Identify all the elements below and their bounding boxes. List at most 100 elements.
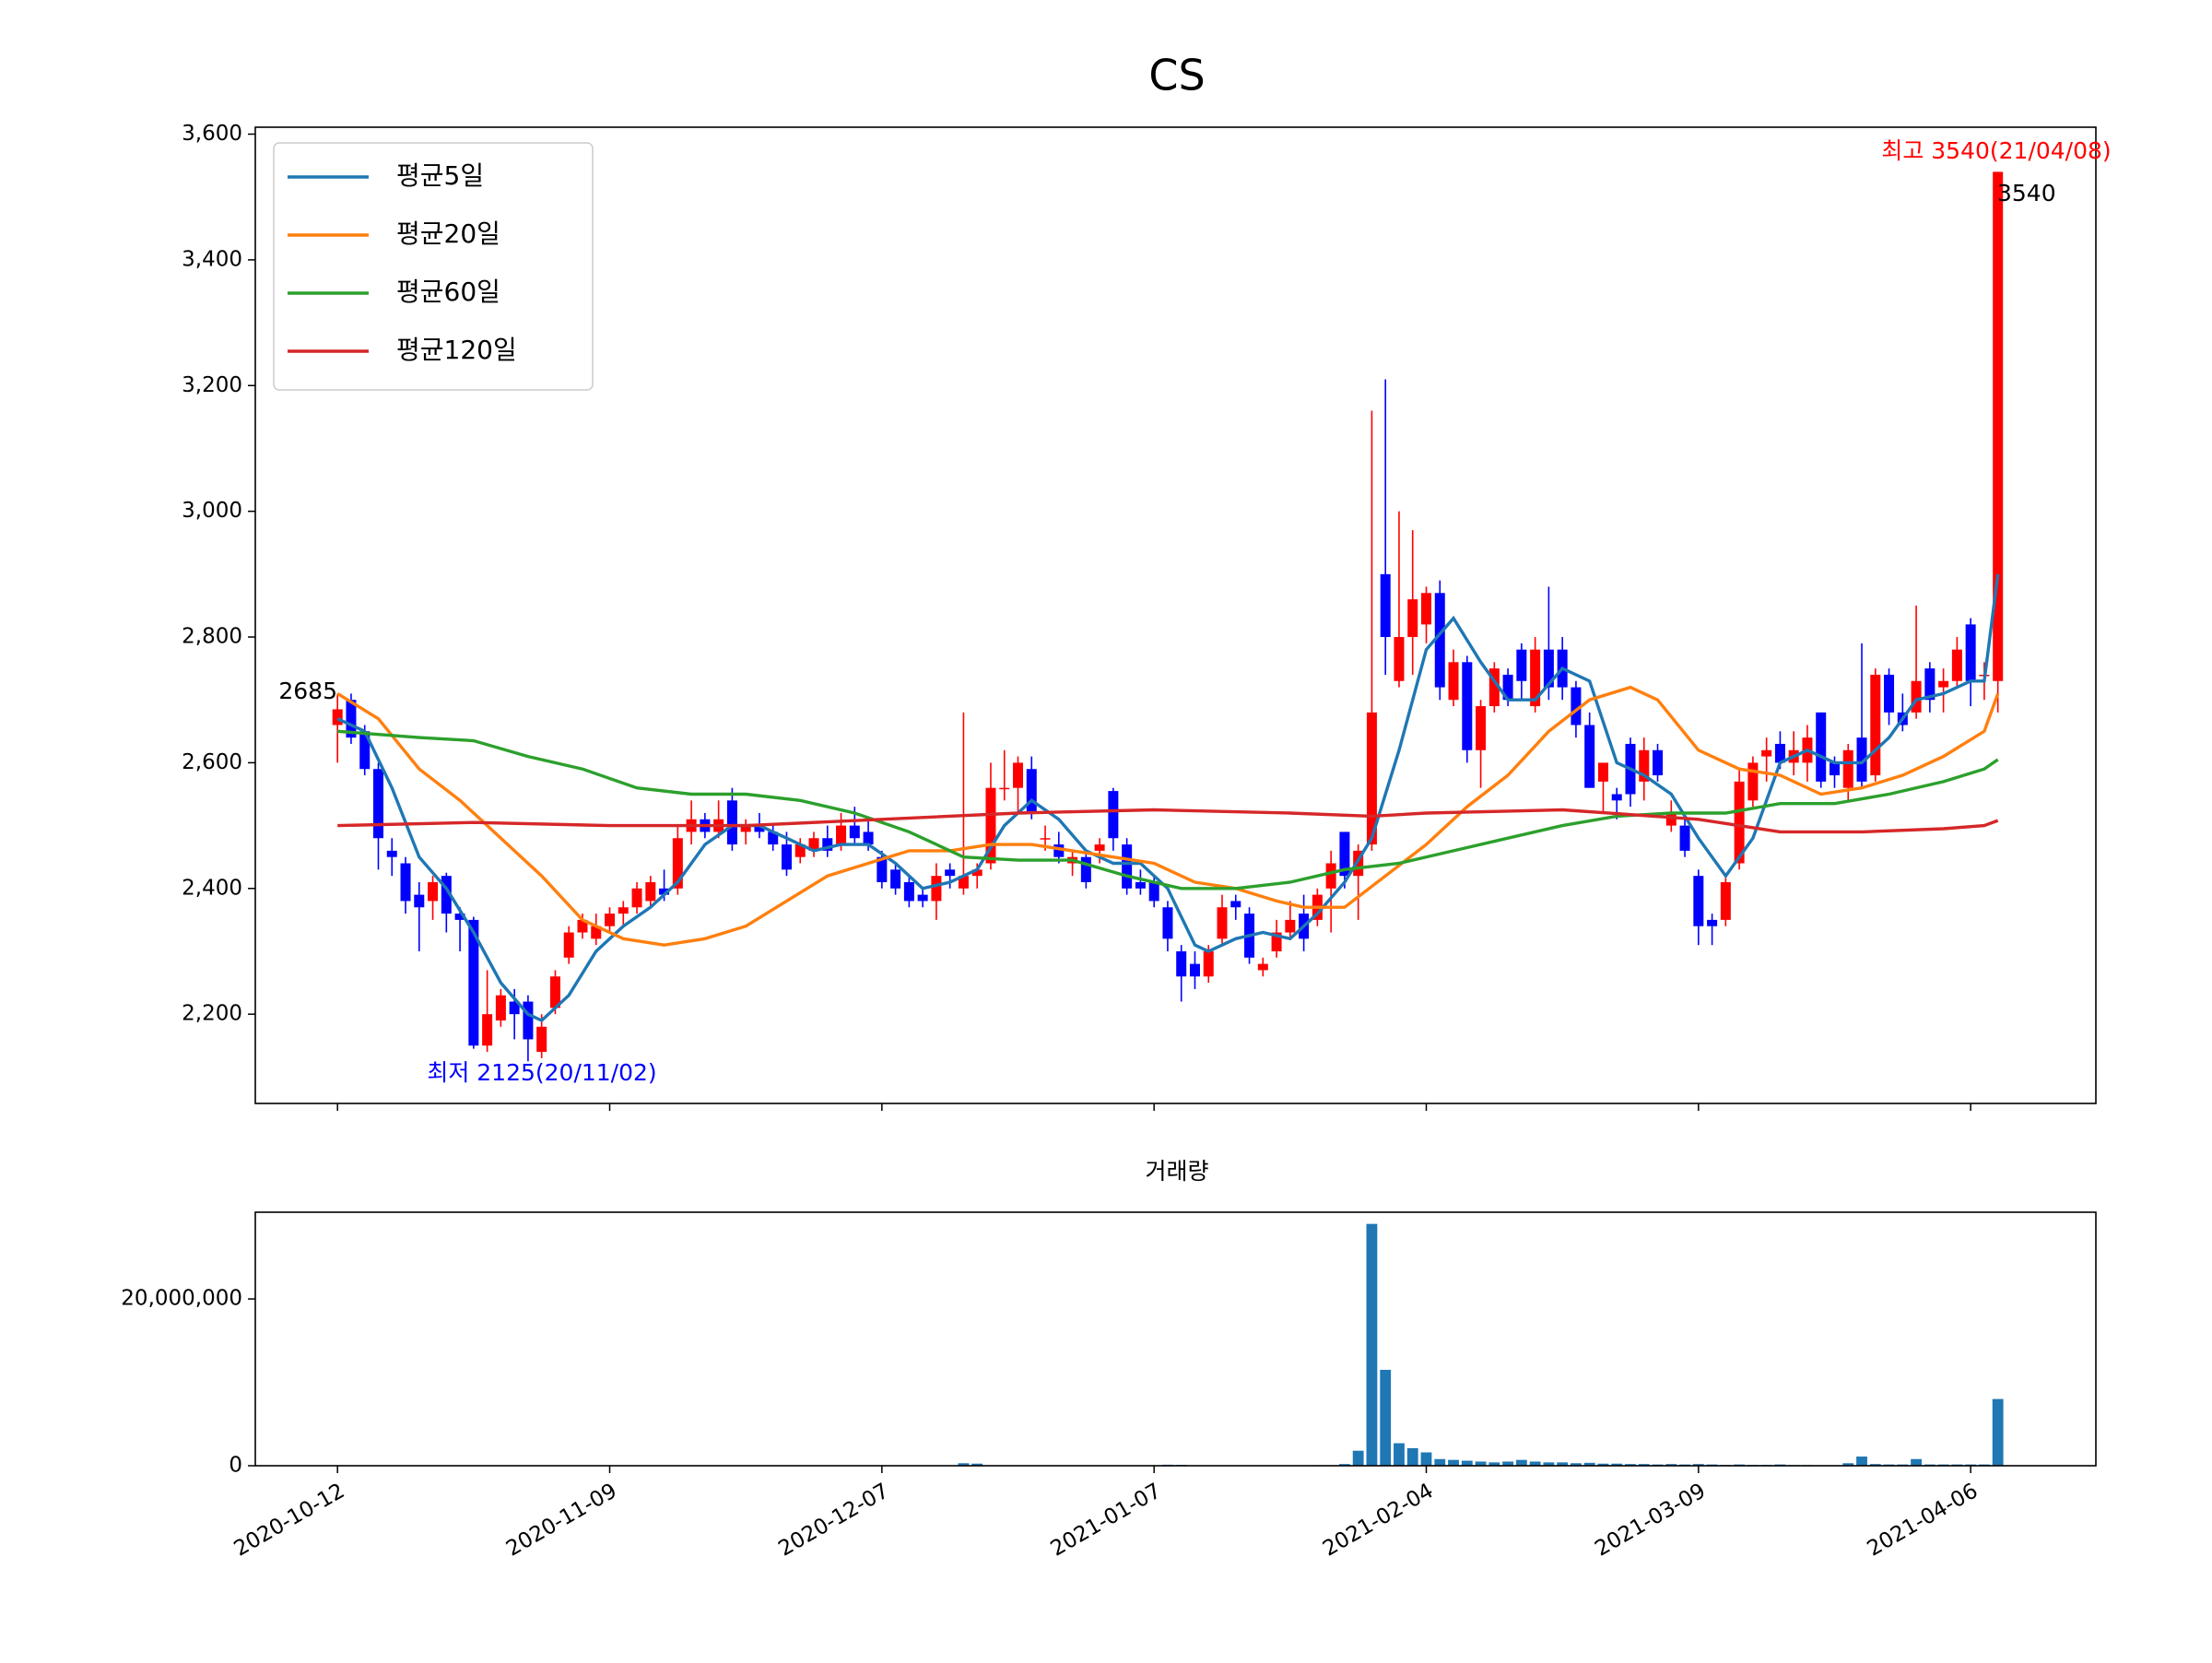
candle-body — [1258, 964, 1268, 971]
y-tick-label: 0 — [229, 1454, 242, 1478]
y-tick-label: 2,200 — [182, 1002, 242, 1026]
max-value-label: 3540 — [1997, 180, 2056, 206]
candle-body — [1693, 876, 1703, 926]
candle-body — [536, 1027, 547, 1052]
candle-body — [1095, 844, 1105, 851]
candle-body — [1721, 882, 1731, 920]
candle-body — [1870, 675, 1880, 775]
candle-body — [1449, 662, 1459, 700]
candle-body — [1516, 650, 1526, 681]
y-tick-label: 3,600 — [182, 122, 242, 146]
candle-body — [1407, 599, 1418, 637]
volume-bar — [1353, 1451, 1364, 1466]
candle-body — [836, 826, 846, 844]
volume-bar — [1516, 1460, 1527, 1466]
candle-body — [727, 800, 737, 844]
max-annotation: 최고 3540(21/04/08) — [1881, 137, 2111, 164]
candle-body — [1041, 838, 1051, 840]
candle-body — [1598, 762, 1608, 781]
candle-body — [1584, 725, 1594, 787]
volume-bar — [1367, 1224, 1378, 1466]
candle-body — [373, 769, 383, 838]
candle-body — [645, 882, 655, 901]
candle-body — [387, 851, 397, 857]
candle-body — [1176, 951, 1186, 976]
y-tick-label: 2,400 — [182, 876, 242, 900]
volume-bar — [1407, 1448, 1418, 1466]
candle-body — [904, 882, 914, 901]
candle-body — [1135, 882, 1146, 889]
y-tick-label: 3,200 — [182, 373, 242, 397]
legend-label: 평균5일 — [396, 160, 484, 191]
candle-body — [1218, 907, 1228, 938]
candle-body — [1707, 920, 1717, 926]
volume-bar — [1856, 1457, 1867, 1466]
candle-body — [864, 832, 874, 844]
candle-body — [1680, 826, 1690, 851]
start-value-label: 2685 — [278, 678, 337, 704]
candle-body — [1912, 681, 1922, 713]
volume-bar — [1993, 1399, 2004, 1466]
candle-body — [523, 1002, 533, 1040]
y-tick-label: 20,000,000 — [121, 1287, 242, 1311]
candle-body — [890, 869, 900, 888]
candle-body — [1653, 750, 1663, 775]
candle-body — [1938, 681, 1948, 688]
candle-body — [1952, 650, 1962, 681]
candle-body — [1230, 901, 1241, 907]
candle-body — [1843, 750, 1853, 788]
candle-body — [414, 895, 424, 908]
candle-body — [1285, 920, 1295, 933]
volume-bar — [1421, 1453, 1432, 1466]
volume-bar — [1394, 1444, 1405, 1466]
candle-body — [1761, 750, 1771, 757]
candle-body — [999, 788, 1009, 790]
candle-body — [564, 933, 574, 958]
y-tick-label: 2,800 — [182, 625, 242, 649]
volume-bar — [1448, 1460, 1459, 1466]
candle-body — [1612, 795, 1622, 801]
min-annotation: 최저 2125(20/11/02) — [427, 1059, 656, 1086]
legend-label: 평균20일 — [396, 218, 500, 249]
candle-body — [1462, 662, 1472, 749]
candle-body — [918, 895, 928, 902]
legend-label: 평균120일 — [396, 335, 517, 365]
volume-bar — [1380, 1370, 1391, 1466]
candle-body — [1421, 593, 1431, 624]
candle-body — [1081, 857, 1091, 882]
candle-body — [1204, 951, 1214, 976]
legend-label: 평균60일 — [396, 277, 500, 307]
candle-body — [1884, 675, 1894, 713]
candle-body — [1122, 844, 1132, 889]
candle-body — [496, 996, 506, 1020]
candle-body — [632, 889, 642, 907]
candle-body — [931, 876, 941, 901]
candle-body — [1666, 813, 1677, 826]
chart-title: CS — [1148, 51, 1205, 100]
candle-body — [605, 914, 615, 926]
candle-body — [1027, 769, 1037, 813]
candle-body — [401, 864, 411, 902]
candle-body — [428, 882, 438, 901]
candle-body — [1326, 864, 1336, 889]
y-tick-label: 2,600 — [182, 750, 242, 774]
candle-body — [1394, 637, 1404, 681]
candle-body — [1162, 907, 1172, 938]
candle-body — [618, 907, 629, 914]
candle-body — [1381, 574, 1391, 637]
candle-body — [333, 709, 343, 725]
candle-body — [850, 826, 860, 839]
volume-bar — [1434, 1459, 1445, 1466]
candle-body — [1190, 964, 1200, 977]
subplot-title: 거래량 — [1145, 1158, 1208, 1185]
candle-body — [945, 869, 955, 876]
candle-body — [1013, 762, 1023, 787]
candle-body — [1149, 882, 1159, 901]
candle-body — [1830, 762, 1840, 775]
candle-body — [1747, 762, 1758, 800]
candle-body — [482, 1014, 492, 1045]
y-tick-label: 3,400 — [182, 247, 242, 271]
candle-body — [782, 844, 792, 869]
